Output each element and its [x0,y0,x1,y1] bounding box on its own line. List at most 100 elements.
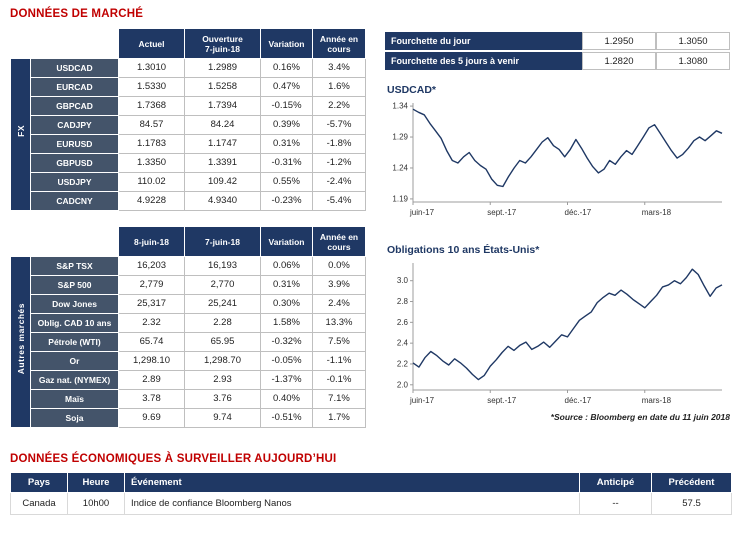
open-value: 84.24 [184,115,261,135]
row-label: EURCAD [30,77,119,97]
current-value: 1.7368 [118,96,185,116]
group-label: FX [15,125,26,137]
range-row: Fourchette du jour 1.2950 1.3050 [385,32,730,50]
current-value: 1.1783 [118,134,185,154]
tick-label: 1.24 [392,163,408,172]
column-header: 8-juin-18 [118,226,185,257]
current-value: 65.74 [118,332,185,352]
anticipated-cell: -- [579,492,652,515]
country-cell: Canada [10,492,68,515]
previous-cell: 57.5 [651,492,732,515]
tick-label: sept.-17 [487,208,516,217]
table-row: S&P 500 2,779 2,770 0.31% 3.9% [11,275,366,295]
table-row: EURUSD 1.1783 1.1747 0.31% -1.8% [11,134,366,154]
variation-value: 0.31% [260,134,313,154]
column-header: Variation [260,28,313,59]
column-header: Année en cours [312,28,366,59]
table-row: Soja 9.69 9.74 -0.51% 1.7% [11,408,366,428]
row-label: S&P 500 [30,275,119,295]
row-label: Dow Jones [30,294,119,314]
variation-value: -0.23% [260,191,313,211]
chart-canvas: 1.19 1.24 1.29 1.34 juin-17 sept.-17 déc.-17 ma… [392,102,723,217]
row-label: S&P TSX [30,256,119,276]
source-note: *Source : Bloomberg en date du 11 juin 2… [550,412,730,422]
ytd-value: 0.0% [312,256,366,276]
open-value: 109.42 [184,172,261,192]
ytd-value: -0.1% [312,370,366,390]
variation-value: 0.47% [260,77,313,97]
current-value: 4.9228 [118,191,185,211]
us10y-chart-title: Obligations 10 ans États-Unis* [387,244,540,256]
variation-value: -0.32% [260,332,313,352]
current-value: 84.57 [118,115,185,135]
time-cell: 10h00 [67,492,125,515]
tick-label: juin-17 [409,396,435,405]
variation-value: -1.37% [260,370,313,390]
range-high-value: 1.3080 [656,52,730,70]
current-value: 9.69 [118,408,185,428]
ytd-value: 1.7% [312,408,366,428]
row-label: Gaz nat. (NYMEX) [30,370,119,390]
variation-value: 0.39% [260,115,313,135]
variation-value: 0.06% [260,256,313,276]
variation-value: 0.55% [260,172,313,192]
column-header: Événement [124,472,580,493]
current-value: 3.78 [118,389,185,409]
ytd-value: -1.8% [312,134,366,154]
range-low-value: 1.2950 [582,32,656,50]
open-value: 3.76 [184,389,261,409]
tick-label: juin-17 [409,208,435,217]
table-row: EURCAD 1.5330 1.5258 0.47% 1.6% [11,77,366,97]
current-value: 1.5330 [118,77,185,97]
row-label: Oblig. CAD 10 ans [30,313,119,333]
header-row: 8-juin-18 7-juin-18 Variation Année en cour… [11,226,366,257]
row-label: Pétrole (WTI) [30,332,119,352]
usdcad-line-chart: 1.19 1.24 1.29 1.34 juin-17 sept.-17 déc.-17 ma… [385,98,733,223]
group-label-cell: FX [10,58,31,211]
group-label: Autres marchés [15,302,26,375]
ytd-value: 13.3% [312,313,366,333]
corner-blank [11,227,119,257]
current-value: 25,317 [118,294,185,314]
line-series [412,108,723,188]
tick-label: 1.29 [392,133,408,142]
table-row: Or 1,298.10 1,298.70 -0.05% -1.1% [11,351,366,371]
tick-label: 2.4 [397,339,409,348]
column-header: Variation [260,226,313,257]
tick-label: 2.2 [397,359,409,368]
ytd-value: 1.6% [312,77,366,97]
table-row: Canada 10h00 Indice de confiance Bloomberg… [10,492,732,515]
current-value: 1.3350 [118,153,185,173]
range-high-value: 1.3050 [656,32,730,50]
table-row: Gaz nat. (NYMEX) 2.89 2.93 -1.37% -0.1% [11,370,366,390]
ytd-value: -5.4% [312,191,366,211]
column-header: Pays [10,472,68,493]
ytd-value: -1.1% [312,351,366,371]
current-value: 1,298.10 [118,351,185,371]
row-label: CADCNY [30,191,119,211]
ytd-value: 3.4% [312,58,366,78]
variation-value: 0.40% [260,389,313,409]
row-label: EURUSD [30,134,119,154]
current-value: 2.32 [118,313,185,333]
tick-label: mars-18 [642,208,672,217]
variation-value: -0.15% [260,96,313,116]
column-header: Actuel [118,28,185,59]
row-label: USDCAD [30,58,119,78]
tick-label: 1.34 [392,102,408,111]
open-value: 2.93 [184,370,261,390]
economic-data-title: DONNÉES ÉCONOMIQUES À SURVEILLER AUJOURD… [10,453,337,465]
open-value: 1,298.70 [184,351,261,371]
column-header: Année en cours [312,226,366,257]
usdcad-range-table: Fourchette du jour 1.2950 1.3050 Fourchette… [385,30,730,72]
tick-label: mars-18 [642,396,672,405]
open-value: 25,241 [184,294,261,314]
us10y-chart-block: Obligations 10 ans États-Unis* 2.0 2.2 2.4… [385,244,733,411]
row-label: GBPUSD [30,153,119,173]
row-label: Maïs [30,389,119,409]
corner-blank [11,29,119,59]
table-row: GBPCAD 1.7368 1.7394 -0.15% 2.2% [11,96,366,116]
variation-value: 1.58% [260,313,313,333]
tick-label: déc.-17 [565,208,592,217]
ytd-value: -5.7% [312,115,366,135]
